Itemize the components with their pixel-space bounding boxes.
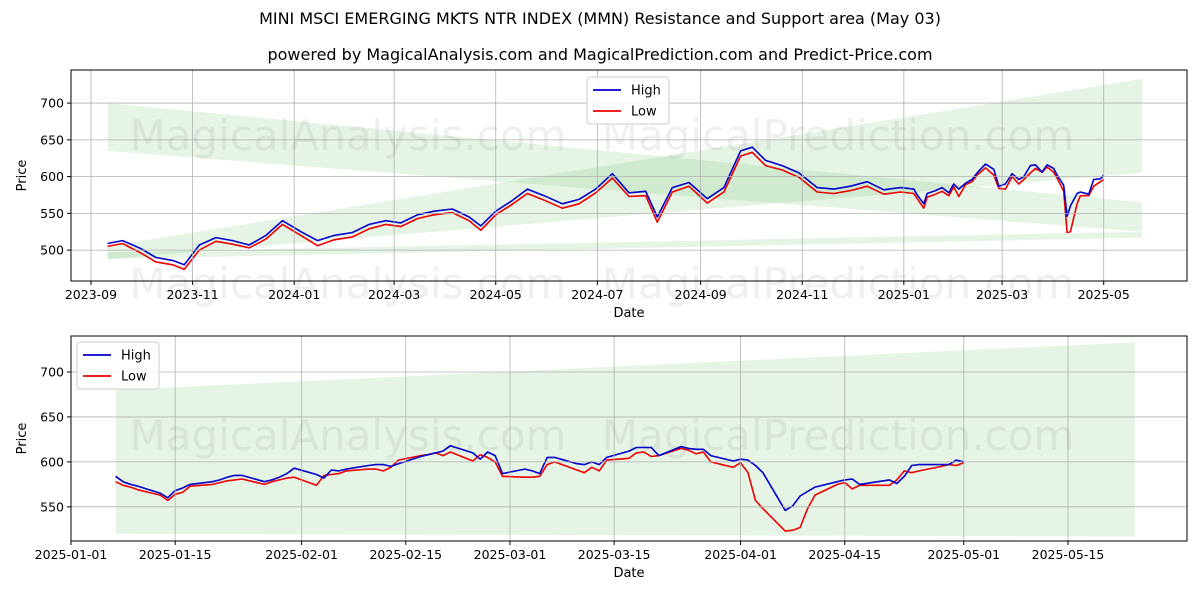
series-line-low [107, 151, 1105, 270]
y-tick-label: 650 [40, 132, 64, 147]
x-tick-label: 2025-05 [1078, 287, 1130, 302]
legend-box [586, 76, 670, 125]
x-tick-label: 2025-02-15 [369, 547, 442, 562]
chart-subtitle: powered by MagicalAnalysis.com and Magic… [267, 45, 933, 64]
y-tick-label: 700 [40, 96, 64, 111]
x-tick-label: 2024-09 [675, 287, 727, 302]
top-chart-panel: MagicalAnalysis.com MagicalPrediction.com… [15, 69, 1188, 321]
x-axis-label: Date [613, 306, 644, 321]
legend-label-high: High [121, 349, 151, 364]
series-line-high [115, 444, 964, 512]
plot-area [115, 342, 1135, 537]
legend-label-low: Low [631, 105, 657, 120]
x-tick-label: 2025-04-15 [808, 547, 881, 562]
resistance-support-band-1 [107, 103, 1143, 232]
plot-area [107, 78, 1143, 270]
chart-title: MINI MSCI EMERGING MKTS NTR INDEX (MMN) … [259, 9, 941, 28]
y-tick-label: 650 [40, 409, 64, 424]
x-tick-label: 2025-01 [878, 287, 930, 302]
x-tick-label: 2025-01-15 [139, 547, 212, 562]
watermark-text: MagicalAnalysis.com [130, 259, 567, 308]
x-tick-label: 2025-03 [976, 287, 1028, 302]
x-axis-label: Date [613, 566, 644, 581]
x-tick-label: 2025-03-15 [578, 547, 651, 562]
legend: High Low [586, 76, 670, 125]
x-tick-label: 2023-11 [166, 287, 218, 302]
legend-label-low: Low [121, 370, 147, 385]
x-tick-label: 2025-01-01 [35, 547, 108, 562]
x-tick-label: 2025-05-15 [1032, 547, 1105, 562]
resistance-support-band-2 [115, 437, 1135, 530]
x-tick-label: 2023-09 [65, 287, 117, 302]
x-tick-label: 2025-05-01 [927, 547, 1000, 562]
x-tick-label: 2024-11 [776, 287, 828, 302]
y-tick-label: 550 [40, 499, 64, 514]
watermark-text: MagicalAnalysis.com [130, 111, 567, 160]
legend-label-high: High [631, 84, 661, 99]
y-tick-label: 600 [40, 169, 64, 184]
y-axis-label: Price [15, 423, 30, 455]
x-tick-label: 2024-07 [571, 287, 623, 302]
y-tick-label: 600 [40, 454, 64, 469]
axes-frame [70, 335, 1188, 542]
watermark-text: MagicalAnalysis.com [130, 411, 567, 460]
series-line-low [115, 447, 965, 532]
y-tick-label: 550 [40, 206, 64, 221]
x-tick-label: 2025-03-01 [474, 547, 547, 562]
resistance-support-band-2 [107, 78, 1143, 259]
x-tick-label: 2025-02-01 [265, 547, 338, 562]
legend: High Low [76, 341, 160, 390]
resistance-support-band-3 [115, 514, 1135, 537]
bottom-chart-panel: MagicalAnalysis.com MagicalPrediction.com… [15, 335, 1188, 581]
x-tick-label: 2025-04-01 [704, 547, 777, 562]
y-tick-label: 700 [40, 364, 64, 379]
watermark-text: MagicalPrediction.com [602, 111, 1075, 160]
legend-box [76, 341, 160, 390]
watermark-text: MagicalPrediction.com [602, 259, 1075, 308]
series-line-high [107, 146, 1105, 266]
y-axis-label: Price [15, 160, 30, 192]
resistance-support-band-3 [107, 231, 1143, 259]
x-tick-label: 2024-01 [268, 287, 320, 302]
watermark-text: MagicalPrediction.com [602, 411, 1075, 460]
y-tick-label: 500 [40, 243, 64, 258]
axes-frame [70, 69, 1188, 282]
x-tick-label: 2024-03 [368, 287, 420, 302]
resistance-support-band-1 [115, 342, 1135, 458]
x-tick-label: 2024-05 [470, 287, 522, 302]
